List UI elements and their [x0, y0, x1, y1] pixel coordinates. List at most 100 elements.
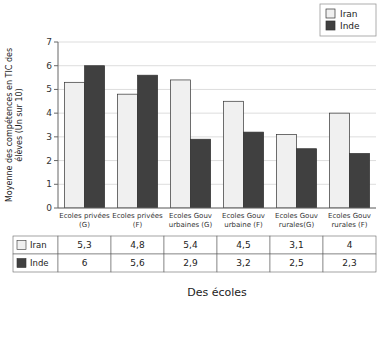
data-label: 6 — [82, 258, 88, 268]
category-label-line: Ecoles privées — [59, 212, 110, 220]
table-cell — [270, 254, 323, 272]
table-cell — [164, 236, 217, 254]
tick-label: 7 — [46, 37, 52, 47]
bar — [329, 113, 349, 208]
y-axis — [58, 42, 59, 208]
tick-mark — [54, 184, 58, 185]
category-label: Ecoles privées(G) — [59, 212, 110, 229]
bar — [244, 132, 264, 208]
category-label-line: rurales(G) — [279, 221, 315, 229]
data-label: 5,6 — [130, 258, 145, 268]
table-cell — [111, 236, 164, 254]
grid-line — [58, 184, 376, 185]
x-axis-label: Des écoles — [187, 286, 247, 299]
category-label-line: urbaine (F) — [224, 221, 263, 229]
category-label-line: rurales (F) — [331, 221, 367, 229]
bar — [297, 149, 317, 208]
chart: 01234567Ecoles privées(G)Ecoles privées(… — [0, 0, 384, 337]
table-cell — [217, 254, 270, 272]
tick-label: 5 — [46, 84, 52, 94]
data-label: 5,3 — [77, 240, 91, 250]
category-label-line: Ecoles Gouv — [275, 212, 318, 220]
bar — [350, 153, 370, 208]
table-cell — [58, 236, 111, 254]
bar — [64, 82, 84, 208]
data-label: 3,2 — [236, 258, 250, 268]
table-cell — [13, 254, 58, 272]
data-label: 2,9 — [183, 258, 198, 268]
legend-label: Inde — [340, 21, 360, 31]
tick-mark — [54, 42, 58, 43]
bar — [170, 80, 190, 208]
bar — [85, 66, 105, 208]
tick-label: 1 — [46, 179, 52, 189]
y-axis-label: Moyenne des compétences en TIC desélèves… — [4, 48, 24, 202]
tick-mark — [54, 160, 58, 161]
category-label: Ecoles Gouvurbaines (G) — [169, 212, 213, 229]
category-label: Ecoles Gouvurbaine (F) — [222, 212, 265, 229]
y-axis-label-line: élèves (Un sur 10) — [14, 88, 24, 161]
tick-mark — [54, 208, 58, 209]
category-label-line: urbaines (G) — [169, 221, 213, 229]
table-swatch — [17, 259, 26, 268]
legend-label: Iran — [340, 9, 358, 19]
table-cell — [58, 254, 111, 272]
category-label-line: Ecoles Gouv — [222, 212, 265, 220]
tick-label: 4 — [46, 108, 52, 118]
category-label-line: Ecoles Gouv — [169, 212, 212, 220]
category-label-line: (F) — [133, 221, 143, 229]
tick-mark — [54, 65, 58, 66]
grid-line — [58, 208, 376, 209]
table-row-label: Inde — [30, 258, 49, 268]
grid — [58, 42, 376, 208]
table-cell — [13, 236, 58, 254]
y-axis-label-line: Moyenne des compétences en TIC des — [4, 48, 14, 202]
tick-label: 2 — [46, 156, 52, 166]
legend-swatch — [326, 9, 335, 18]
legend-box — [320, 4, 376, 36]
table-cell — [164, 254, 217, 272]
category-label: Ecoles Gouvrurales (F) — [328, 212, 371, 229]
data-label: 4,8 — [130, 240, 145, 250]
x-axis — [58, 208, 376, 209]
tick-mark — [54, 113, 58, 114]
bars — [64, 66, 369, 208]
category-label: Ecoles Gouvrurales(G) — [275, 212, 318, 229]
grid-line — [58, 160, 376, 161]
legend-swatch — [326, 21, 335, 30]
category-label: Ecoles privées(F) — [112, 212, 163, 229]
grid-line — [58, 89, 376, 90]
bar — [191, 139, 211, 208]
tick-label: 3 — [46, 132, 52, 142]
legend: Iran Inde — [320, 4, 376, 36]
tick-label: 0 — [46, 203, 52, 213]
category-label-line: Ecoles Gouv — [328, 212, 371, 220]
table-cell — [323, 236, 376, 254]
grid-line — [58, 65, 376, 66]
table-cell — [270, 236, 323, 254]
table-swatch — [17, 241, 26, 250]
grid-line — [58, 42, 376, 43]
grid-line — [58, 136, 376, 137]
data-label: 4 — [347, 240, 353, 250]
data-label: 5,4 — [183, 240, 198, 250]
bar — [117, 94, 137, 208]
data-label: 2,5 — [289, 258, 303, 268]
bar — [223, 101, 243, 208]
tick-mark — [54, 136, 58, 137]
data-label: 2,3 — [342, 258, 356, 268]
table-cell — [111, 254, 164, 272]
data-label: 4,5 — [236, 240, 250, 250]
table-cell — [217, 236, 270, 254]
table-cell — [323, 254, 376, 272]
grid-line — [58, 113, 376, 114]
tick-label: 6 — [46, 61, 52, 71]
bar — [276, 134, 296, 208]
table-row-label: Iran — [30, 240, 47, 250]
category-label-line: Ecoles privées — [112, 212, 163, 220]
category-label-line: (G) — [79, 221, 90, 229]
bar — [138, 75, 158, 208]
value-table: Iran 5,3 4,8 5,4 4,5 3,1 4 Inde 6 5,6 2,9 3,2 2,5 2,3 — [13, 236, 376, 272]
tick-mark — [54, 89, 58, 90]
data-label: 3,1 — [289, 240, 303, 250]
